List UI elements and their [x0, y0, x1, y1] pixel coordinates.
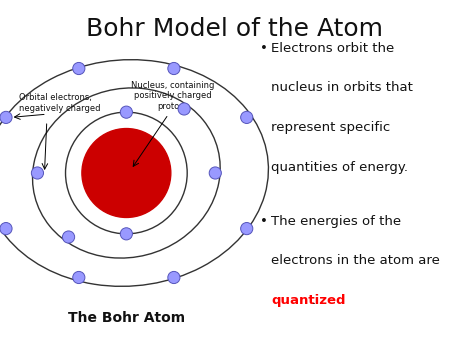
Text: electrons in the atom are: electrons in the atom are: [271, 254, 440, 267]
Text: represent specific: represent specific: [271, 121, 391, 134]
Ellipse shape: [168, 271, 180, 284]
Text: Electrons orbit the: Electrons orbit the: [271, 42, 395, 55]
Ellipse shape: [209, 167, 221, 179]
Text: The Bohr Atom: The Bohr Atom: [68, 311, 185, 325]
Ellipse shape: [73, 62, 85, 75]
Text: quantized: quantized: [271, 294, 346, 307]
Ellipse shape: [168, 62, 180, 75]
Text: Bohr Model of the Atom: Bohr Model of the Atom: [86, 17, 382, 41]
Text: Orbital electrons,
negatively charged: Orbital electrons, negatively charged: [19, 93, 100, 113]
Ellipse shape: [0, 222, 12, 235]
Ellipse shape: [241, 111, 253, 124]
Ellipse shape: [120, 228, 132, 240]
Ellipse shape: [120, 106, 132, 118]
Text: •: •: [260, 42, 268, 55]
Ellipse shape: [241, 222, 253, 235]
Ellipse shape: [73, 271, 85, 284]
Text: Nucleus, containing
positively charged
protons: Nucleus, containing positively charged p…: [132, 81, 215, 111]
Ellipse shape: [0, 111, 12, 124]
Text: •: •: [260, 215, 268, 228]
Ellipse shape: [178, 103, 190, 115]
Text: nucleus in orbits that: nucleus in orbits that: [271, 81, 413, 94]
Text: quantities of energy.: quantities of energy.: [271, 161, 409, 174]
Ellipse shape: [31, 167, 44, 179]
Text: The energies of the: The energies of the: [271, 215, 402, 228]
Text: .: .: [311, 294, 315, 307]
Ellipse shape: [82, 129, 171, 217]
Ellipse shape: [63, 231, 75, 243]
